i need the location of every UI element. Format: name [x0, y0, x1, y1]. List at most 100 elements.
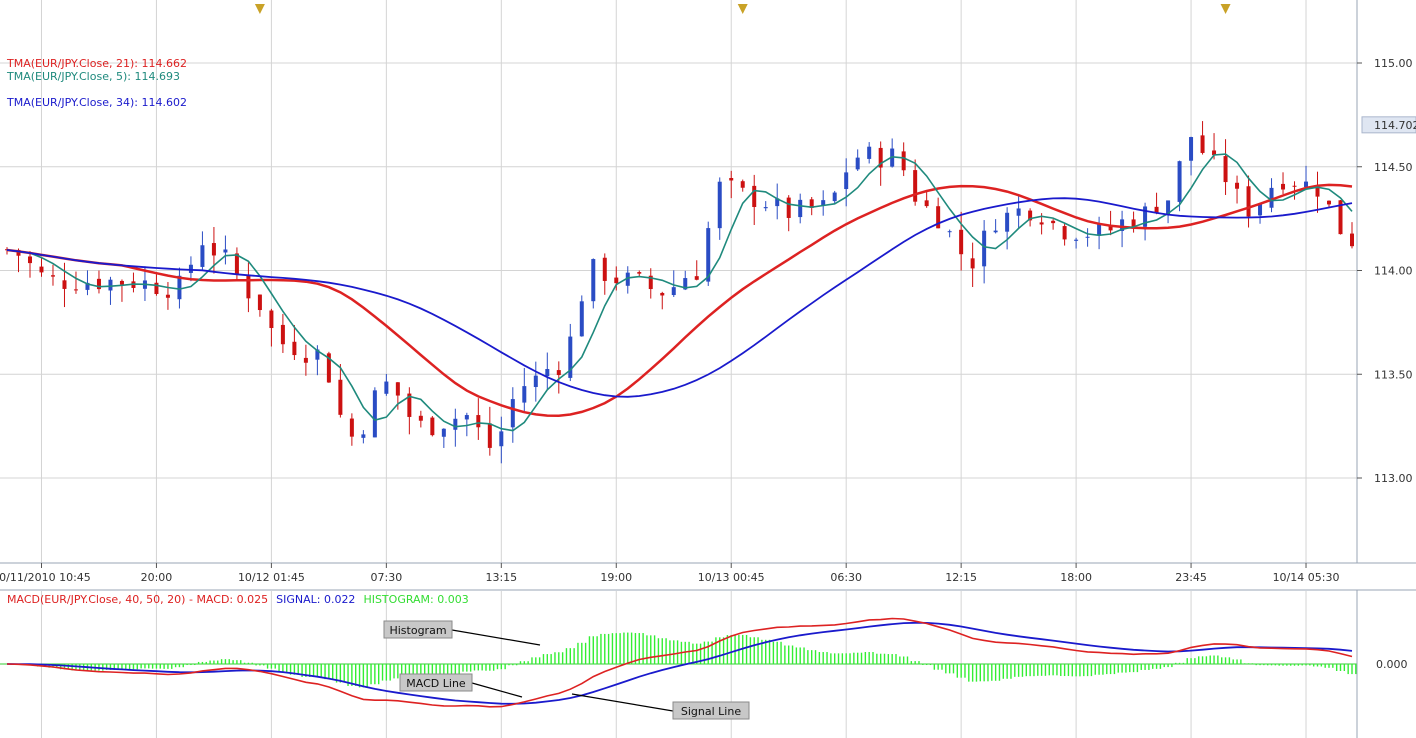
candle	[269, 308, 274, 347]
price-legend: TMA(EUR/JPY.Close, 21): 114.662 TMA(EUR/…	[6, 57, 187, 109]
time-markers	[254, 4, 1231, 14]
price-tick-label-3: 113.50	[1374, 368, 1413, 381]
candle	[280, 313, 285, 353]
candle	[694, 260, 699, 281]
candle	[924, 191, 929, 208]
candle	[809, 196, 814, 216]
time-label-0: 10/11/2010 10:45	[0, 571, 91, 584]
candle	[1131, 211, 1136, 233]
candle	[1005, 207, 1010, 250]
candle	[775, 183, 780, 220]
candle	[119, 279, 124, 302]
time-label-9: 18:00	[1060, 571, 1092, 584]
candle	[246, 262, 251, 313]
candle	[959, 211, 964, 271]
time-label-3: 07:30	[371, 571, 403, 584]
macd-lines	[6, 617, 1353, 708]
macd-legend: MACD(EUR/JPY.Close, 40, 50, 20) - MACD: …	[7, 593, 469, 606]
candle	[165, 282, 170, 310]
candle	[1108, 210, 1113, 236]
candle	[855, 149, 860, 171]
candle	[384, 374, 389, 396]
candle	[407, 387, 412, 435]
candle	[947, 229, 952, 238]
candle	[453, 408, 458, 447]
time-label-7: 06:30	[830, 571, 862, 584]
time-label-2: 10/12 01:45	[238, 571, 305, 584]
last-price-box	[1361, 116, 1416, 134]
price-tick-label-0: 115.00	[1374, 57, 1413, 70]
candle	[372, 387, 377, 438]
candle	[648, 268, 653, 299]
price-panel[interactable]: 115.00 114.50 114.00 113.50 113.00 114.702 TM…	[0, 0, 1416, 564]
annotation-1: MACD Line	[399, 673, 523, 698]
candle	[671, 270, 676, 297]
annotation-label-0: Histogram	[389, 624, 446, 637]
candle	[982, 220, 987, 284]
time-label-8: 12:15	[945, 571, 977, 584]
time-axis-background	[0, 564, 1416, 590]
candle	[752, 174, 757, 226]
candle	[717, 177, 722, 240]
time-label-5: 19:00	[600, 571, 632, 584]
annotation-label-1: MACD Line	[406, 677, 466, 690]
marker-triangle-0	[254, 4, 265, 14]
candle	[970, 242, 975, 287]
annotations: Histogram MACD Line Signal Line	[383, 620, 750, 720]
candle	[499, 416, 504, 464]
candle	[418, 410, 423, 428]
candle	[1223, 139, 1228, 195]
candle	[1235, 175, 1240, 204]
annotation-label-2: Signal Line	[681, 705, 741, 718]
marker-triangle-1	[737, 4, 748, 14]
candle	[257, 294, 262, 317]
candle	[729, 170, 734, 199]
candle	[1304, 165, 1309, 189]
candle	[602, 253, 607, 295]
legend-tma5: TMA(EUR/JPY.Close, 5): 114.693	[6, 70, 180, 83]
candle	[556, 361, 561, 394]
candle	[1315, 171, 1320, 213]
time-label-10: 23:45	[1175, 571, 1207, 584]
candle	[568, 323, 573, 382]
candle	[1269, 178, 1274, 213]
candle	[85, 270, 90, 296]
candle	[338, 364, 343, 418]
tma-line-2	[6, 197, 1353, 398]
candle	[637, 270, 642, 277]
tma-line-1	[6, 153, 1353, 432]
candle	[1258, 202, 1263, 224]
candle	[476, 398, 481, 440]
price-candles	[5, 121, 1354, 464]
candle	[1189, 136, 1194, 176]
price-indicator-lines	[6, 153, 1353, 432]
candle	[50, 264, 55, 286]
candle	[96, 270, 101, 294]
annotation-2: Signal Line	[571, 693, 750, 720]
candle	[1246, 175, 1251, 228]
candle	[487, 406, 492, 456]
price-tick-label-2: 114.00	[1374, 265, 1413, 278]
candle	[1028, 208, 1033, 227]
candle	[740, 179, 745, 192]
candle	[1074, 237, 1079, 249]
candle	[533, 361, 538, 402]
macd-histogram	[13, 632, 1357, 688]
marker-triangle-2	[1220, 4, 1231, 14]
time-label-1: 20:00	[141, 571, 173, 584]
macd-panel[interactable]: 0.000 MACD(EUR/JPY.Close, 40, 50, 20) - …	[0, 590, 1408, 738]
candle	[798, 193, 803, 224]
candle	[867, 142, 872, 164]
candle	[349, 413, 354, 446]
candle	[683, 270, 688, 291]
candle	[1166, 200, 1171, 224]
candle	[1281, 172, 1286, 195]
price-panel-background	[0, 0, 1357, 563]
candle	[763, 201, 768, 212]
candle	[901, 142, 906, 177]
price-grid	[0, 0, 1357, 563]
candle	[234, 247, 239, 282]
candle	[292, 325, 297, 360]
candle	[913, 159, 918, 206]
